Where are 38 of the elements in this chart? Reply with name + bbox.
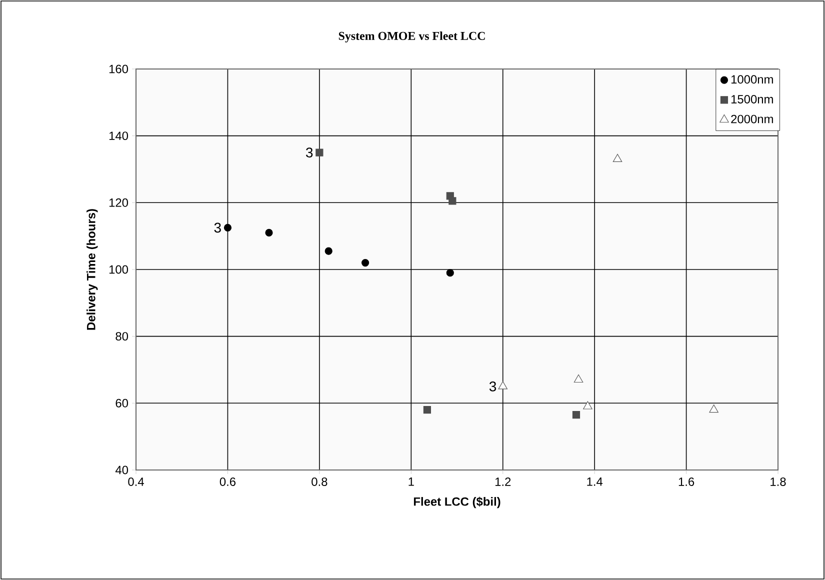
point [448, 197, 456, 205]
x-tick-label: 1.2 [495, 478, 511, 486]
y-tick-label: 140 [109, 132, 128, 140]
x-tick-label: 1.4 [587, 478, 603, 486]
x-tick-label: 0.6 [220, 478, 236, 486]
x-tick-label: 1.8 [770, 478, 786, 486]
point [316, 148, 324, 156]
point [423, 406, 432, 414]
y-tick-label: 40 [115, 466, 128, 474]
point [583, 401, 592, 410]
legend-label: 1000nm [731, 75, 773, 84]
x-tick-label: 1.6 [678, 478, 694, 486]
point [572, 411, 580, 419]
legend-label: 2000nm [731, 114, 773, 124]
point [498, 381, 508, 390]
y-tick-label: 100 [109, 265, 128, 274]
annotation: 3 [489, 381, 496, 392]
point [709, 404, 718, 413]
legend-label: 1500nm [731, 95, 773, 104]
point [324, 247, 332, 255]
point [446, 269, 454, 277]
y-axis-title: Delivery Time (hours) [86, 209, 98, 330]
y-tick-label: 60 [116, 398, 128, 408]
y-tick-label: 80 [116, 332, 128, 341]
x-axis-title: Fleet LCC ($bil) [414, 496, 500, 508]
y-tick-label: 120 [109, 198, 128, 207]
annotation: 3 [214, 222, 221, 233]
point [265, 228, 273, 237]
point [574, 374, 584, 383]
point [361, 259, 370, 267]
x-tick-label: 0.8 [312, 478, 328, 486]
point [612, 154, 622, 162]
chart-title: System OMOE vs Fleet LCC [338, 32, 485, 42]
annotation: 3 [306, 148, 313, 158]
x-tick-label: 1 [408, 478, 414, 486]
y-tick-label: 160 [109, 64, 128, 74]
point [224, 224, 232, 232]
x-tick-label: 0.4 [128, 478, 144, 486]
